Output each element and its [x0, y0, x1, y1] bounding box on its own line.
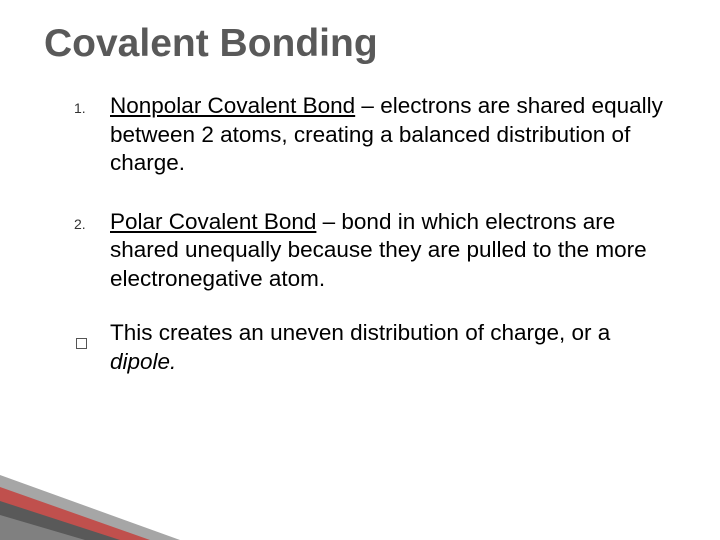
term: Polar Covalent Bond	[110, 209, 316, 234]
plain-text: This creates an uneven distribution of c…	[110, 320, 610, 345]
corner-accent-icon	[0, 475, 180, 540]
accent-shape	[0, 487, 150, 540]
italic-text: dipole.	[110, 349, 176, 374]
accent-shape	[0, 475, 180, 540]
slide-title: Covalent Bonding	[44, 22, 676, 66]
list-item: This creates an uneven distribution of c…	[74, 319, 676, 376]
list-text: This creates an uneven distribution of c…	[110, 319, 676, 376]
accent-shape	[0, 501, 120, 540]
checkbox-marker	[74, 319, 110, 352]
list-marker: 1.	[74, 92, 110, 116]
checkbox-icon	[76, 338, 87, 349]
list-text: Nonpolar Covalent Bond – electrons are s…	[110, 92, 676, 178]
list-item: 1. Nonpolar Covalent Bond – electrons ar…	[74, 92, 676, 178]
list-marker: 2.	[74, 208, 110, 232]
slide-content: 1. Nonpolar Covalent Bond – electrons ar…	[74, 92, 676, 377]
accent-shape	[0, 515, 85, 540]
slide: Covalent Bonding 1. Nonpolar Covalent Bo…	[0, 0, 720, 540]
list-text: Polar Covalent Bond – bond in which elec…	[110, 208, 676, 294]
list-item: 2. Polar Covalent Bond – bond in which e…	[74, 208, 676, 294]
term: Nonpolar Covalent Bond	[110, 93, 355, 118]
